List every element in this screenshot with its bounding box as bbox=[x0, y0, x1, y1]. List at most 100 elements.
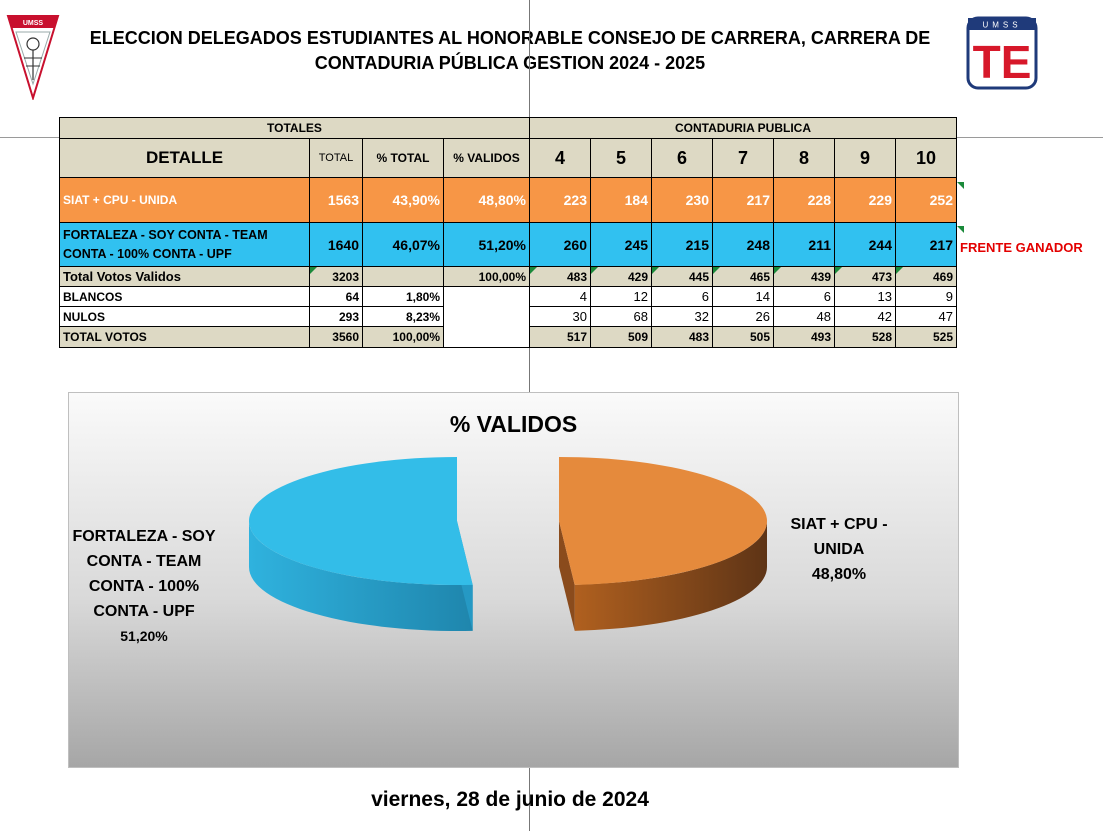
col-detalle: DETALLE bbox=[59, 138, 310, 178]
cell-value-text: 473 bbox=[871, 269, 892, 284]
row-nulos: NULOS 293 8,23% 30 68 32 26 48 42 47 bbox=[59, 306, 957, 327]
cell-value: 215 bbox=[651, 222, 713, 267]
cell-value: 244 bbox=[834, 222, 896, 267]
pie-slice-siat-cut bbox=[559, 521, 575, 631]
cell-value: 9 bbox=[895, 286, 957, 307]
footer-date: viernes, 28 de junio de 2024 bbox=[371, 788, 649, 811]
row-total-votos: TOTAL VOTOS 3560 100,00% 517 509 483 505… bbox=[59, 326, 957, 348]
cell-value: 217 bbox=[712, 177, 774, 223]
cell-value: 228 bbox=[773, 177, 835, 223]
cell-value-text: 483 bbox=[566, 269, 587, 284]
cell-total: 3203 bbox=[309, 266, 363, 287]
row-total-validos: Total Votos Validos 3203 100,00% 483 429… bbox=[59, 266, 957, 287]
cell-value: 525 bbox=[895, 326, 957, 348]
col-total: TOTAL bbox=[309, 138, 363, 178]
row-label: Total Votos Validos bbox=[59, 266, 310, 287]
results-table: TOTALES CONTADURIA PUBLICA DETALLE TOTAL… bbox=[59, 117, 957, 348]
group-contaduria: CONTADURIA PUBLICA bbox=[529, 117, 957, 139]
pie-slice-fortaleza bbox=[249, 457, 473, 631]
cell-value-text: 439 bbox=[810, 269, 831, 284]
cell-marker bbox=[310, 267, 317, 274]
chart-title: % VALIDOS bbox=[449, 411, 578, 437]
col-pct-validos: % VALIDOS bbox=[443, 138, 530, 178]
cell-pct-total: 1,80% bbox=[362, 286, 444, 307]
slice-label-siat: SIAT + CPU - UNIDA 48,80% bbox=[769, 512, 909, 587]
row-label: BLANCOS bbox=[59, 286, 310, 307]
cell-total: 1563 bbox=[309, 177, 363, 223]
cell-value: 465 bbox=[712, 266, 774, 287]
cell-value: 48 bbox=[773, 306, 835, 327]
cell-value: 473 bbox=[834, 266, 896, 287]
cell-value: 26 bbox=[712, 306, 774, 327]
cell-value: 483 bbox=[529, 266, 591, 287]
row-end-marker bbox=[957, 182, 964, 189]
cell-value: 493 bbox=[773, 326, 835, 348]
cell-marker bbox=[774, 267, 781, 274]
cell-value: 68 bbox=[590, 306, 652, 327]
col-sem: 6 bbox=[651, 138, 713, 178]
cell-value-text: 465 bbox=[749, 269, 770, 284]
cell-value: 483 bbox=[651, 326, 713, 348]
cell-marker bbox=[652, 267, 659, 274]
row-label: NULOS bbox=[59, 306, 310, 327]
cell-value-text: 445 bbox=[688, 269, 709, 284]
umss-shield-logo: UMSS bbox=[6, 15, 60, 100]
cell-pct-total: 100,00% bbox=[362, 326, 444, 348]
cell-pct-total: 8,23% bbox=[362, 306, 444, 327]
winner-note: FRENTE GANADOR bbox=[960, 240, 1083, 255]
pie-slice-siat-top bbox=[559, 457, 768, 585]
row-end-marker bbox=[957, 226, 964, 233]
row-fortaleza: FORTALEZA - SOY CONTA - TEAM CONTA - 100… bbox=[59, 222, 957, 267]
cell-total-value: 3203 bbox=[332, 269, 359, 284]
title-line-1: ELECCION DELEGADOS ESTUDIANTES AL HONORA… bbox=[89, 28, 931, 48]
cell-value: 252 bbox=[895, 177, 957, 223]
page-title: ELECCION DELEGADOS ESTUDIANTES AL HONORA… bbox=[60, 26, 960, 76]
cell-value: 439 bbox=[773, 266, 835, 287]
cell-value: 469 bbox=[895, 266, 957, 287]
cell-value: 245 bbox=[590, 222, 652, 267]
cell-total: 1640 bbox=[309, 222, 363, 267]
col-sem: 5 bbox=[590, 138, 652, 178]
cell-value: 223 bbox=[529, 177, 591, 223]
cell-total: 64 bbox=[309, 286, 363, 307]
cell-pct-validos: 48,80% bbox=[443, 177, 530, 223]
cell-value: 14 bbox=[712, 286, 774, 307]
pie-slice-siat bbox=[559, 457, 768, 631]
cell-value: 248 bbox=[712, 222, 774, 267]
col-sem: 8 bbox=[773, 138, 835, 178]
slice-label-text: FORTALEZA - SOY CONTA - TEAM CONTA - 100… bbox=[72, 528, 216, 620]
cell-pct-validos: 100,00% bbox=[443, 266, 530, 287]
cell-marker bbox=[713, 267, 720, 274]
cell-marker bbox=[835, 267, 842, 274]
cell-value: 30 bbox=[529, 306, 591, 327]
cell-pct-validos: 51,20% bbox=[443, 222, 530, 267]
cell-value: 13 bbox=[834, 286, 896, 307]
cell-pct-total: 46,07% bbox=[362, 222, 444, 267]
cell-value: 211 bbox=[773, 222, 835, 267]
cell-value: 32 bbox=[651, 306, 713, 327]
col-sem: 10 bbox=[895, 138, 957, 178]
cell-value-text: 429 bbox=[627, 269, 648, 284]
cell-total: 3560 bbox=[309, 326, 363, 348]
slice-label-value: 48,80% bbox=[811, 566, 867, 583]
cell-marker bbox=[530, 267, 537, 274]
cell-value: 517 bbox=[529, 326, 591, 348]
row-label: TOTAL VOTOS bbox=[59, 326, 310, 348]
row-label: FORTALEZA - SOY CONTA - TEAM CONTA - 100… bbox=[59, 222, 310, 267]
pie-slice-fortaleza-side bbox=[249, 521, 473, 631]
svg-text:UMSS: UMSS bbox=[23, 20, 44, 27]
cell-value: 6 bbox=[773, 286, 835, 307]
slice-label-text: SIAT + CPU - UNIDA bbox=[790, 516, 888, 558]
te-umss-logo: UMSS TE bbox=[966, 16, 1038, 90]
pie-slice-fortaleza-top bbox=[249, 457, 473, 585]
cell-value: 429 bbox=[590, 266, 652, 287]
cell-value: 528 bbox=[834, 326, 896, 348]
cell-value: 509 bbox=[590, 326, 652, 348]
row-label: SIAT + CPU - UNIDA bbox=[59, 177, 310, 223]
cell-value: 6 bbox=[651, 286, 713, 307]
row-siat-cpu: SIAT + CPU - UNIDA 1563 43,90% 48,80% 22… bbox=[59, 177, 957, 223]
svg-text:UMSS: UMSS bbox=[982, 21, 1021, 30]
cell-pct-total: 43,90% bbox=[362, 177, 444, 223]
cell-marker bbox=[591, 267, 598, 274]
svg-text:TE: TE bbox=[973, 36, 1032, 88]
